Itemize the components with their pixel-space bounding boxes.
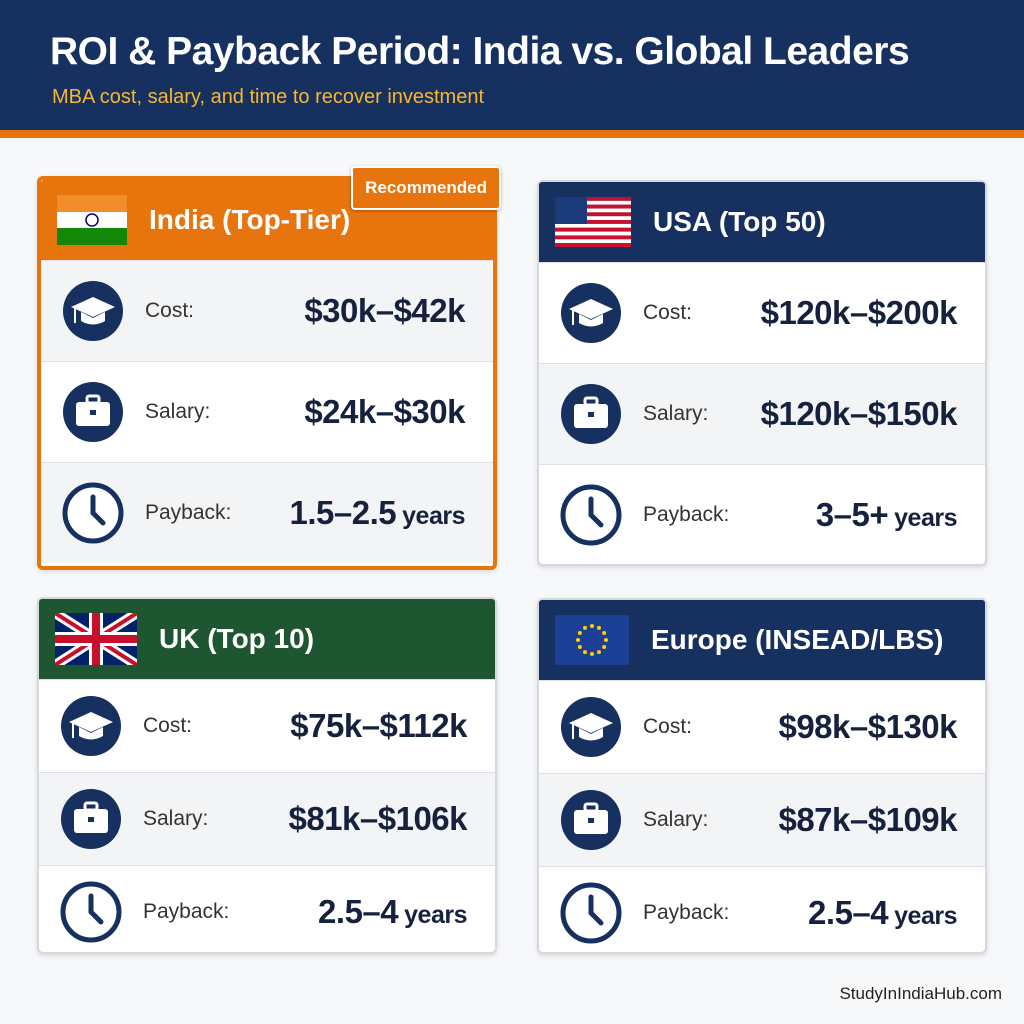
icon (561, 384, 621, 444)
metric-value: $30k–$42k (304, 292, 465, 330)
value-unit: years (404, 901, 467, 929)
metric-row: Salary: $24k–$30k (41, 361, 493, 462)
subtitle: MBA cost, salary, and time to recover in… (52, 86, 485, 108)
metric-label: Salary: (643, 402, 709, 425)
metric-value: 1.5–2.5 years (289, 494, 466, 532)
metric-row: Payback: 2.5–4 years (539, 866, 985, 959)
flag (555, 197, 631, 247)
value-text: $30k–$42k (304, 292, 465, 329)
value-unit: years (894, 504, 957, 532)
metric-row: Salary: $81k–$106k (39, 772, 495, 865)
value-unit: years (894, 902, 957, 930)
header: ROI & Payback Period: India vs. Global L… (0, 0, 1024, 138)
flag (555, 615, 629, 665)
card-title: UK (Top 10) (159, 623, 315, 654)
metric-label: Salary: (143, 807, 209, 830)
metric-value: $81k–$106k (288, 800, 467, 838)
metric-row: Cost: $75k–$112k (39, 679, 495, 772)
value-text: 3–5+ (815, 496, 889, 533)
metric-label: Cost: (145, 299, 195, 322)
value-text: 2.5–4 (808, 894, 889, 931)
metric-value: 2.5–4 years (808, 894, 957, 932)
card: UK (Top 10) Cost: $75k–$112k Salary: $81k–$1… (37, 597, 497, 954)
badge: Recommended (351, 166, 501, 210)
metric-label: Salary: (643, 808, 709, 831)
metric-value: $24k–$30k (304, 393, 465, 431)
metric-label: Payback: (145, 501, 232, 524)
metric-label: Payback: (643, 901, 730, 924)
card: Europe (INSEAD/LBS) Cost: $98k–$130k Salary… (537, 598, 987, 954)
metric-row: Salary: $120k–$150k (539, 363, 985, 464)
metric-row: Payback: 2.5–4 years (39, 865, 495, 958)
value-text: 1.5–2.5 (289, 494, 397, 531)
icon (561, 283, 621, 343)
icon (561, 697, 621, 757)
flag (57, 195, 127, 245)
icon (61, 696, 121, 756)
value-text: $120k–$150k (760, 395, 958, 432)
metric-value: $87k–$109k (778, 801, 957, 839)
icon (560, 882, 622, 944)
metric-value: 2.5–4 years (318, 893, 467, 931)
value-unit: years (402, 502, 465, 530)
metric-row: Payback: 3–5+ years (539, 464, 985, 565)
value-text: $24k–$30k (304, 393, 465, 430)
metric-row: Cost: $120k–$200k (539, 262, 985, 363)
card-title: Europe (INSEAD/LBS) (651, 624, 944, 655)
card-header: UK (Top 10) (39, 599, 495, 679)
metric-label: Salary: (145, 400, 211, 423)
icon (60, 881, 122, 943)
metric-label: Payback: (143, 900, 230, 923)
value-text: $98k–$130k (778, 708, 957, 745)
value-text: $120k–$200k (760, 294, 958, 331)
card-title: USA (Top 50) (653, 206, 826, 237)
icon (63, 382, 123, 442)
icon (560, 484, 622, 546)
metric-value: $98k–$130k (778, 708, 957, 746)
metric-label: Cost: (143, 714, 193, 737)
value-text: 2.5–4 (318, 893, 399, 930)
metric-value: $120k–$150k (760, 395, 958, 433)
footer: StudyInIndiaHub.com (839, 984, 1002, 1003)
card-header: USA (Top 50) (539, 182, 985, 262)
metric-value: 3–5+ years (815, 496, 958, 534)
metric-label: Payback: (643, 503, 730, 526)
icon (61, 789, 121, 849)
card-title: India (Top-Tier) (149, 204, 351, 235)
metric-row: Cost: $98k–$130k (539, 680, 985, 773)
icon (62, 482, 124, 544)
metric-value: $120k–$200k (760, 294, 958, 332)
flag (55, 613, 137, 665)
card: USA (Top 50) Cost: $120k–$200k Salary: $120k… (537, 180, 987, 566)
metric-value: $75k–$112k (290, 707, 467, 745)
metric-row: Cost: $30k–$42k (41, 260, 493, 361)
card: India (Top-Tier) Recommended Cost: $30k–$42… (37, 166, 501, 570)
metric-label: Cost: (643, 301, 693, 324)
value-text: $87k–$109k (778, 801, 957, 838)
card-header: Europe (INSEAD/LBS) (539, 600, 985, 680)
metric-label: Cost: (643, 715, 693, 738)
icon (63, 281, 123, 341)
value-text: $81k–$106k (288, 800, 467, 837)
value-text: $75k–$112k (290, 707, 467, 744)
metric-row: Salary: $87k–$109k (539, 773, 985, 866)
icon (561, 790, 621, 850)
title: ROI & Payback Period: India vs. Global L… (50, 30, 910, 73)
metric-row: Payback: 1.5–2.5 years (41, 462, 493, 563)
